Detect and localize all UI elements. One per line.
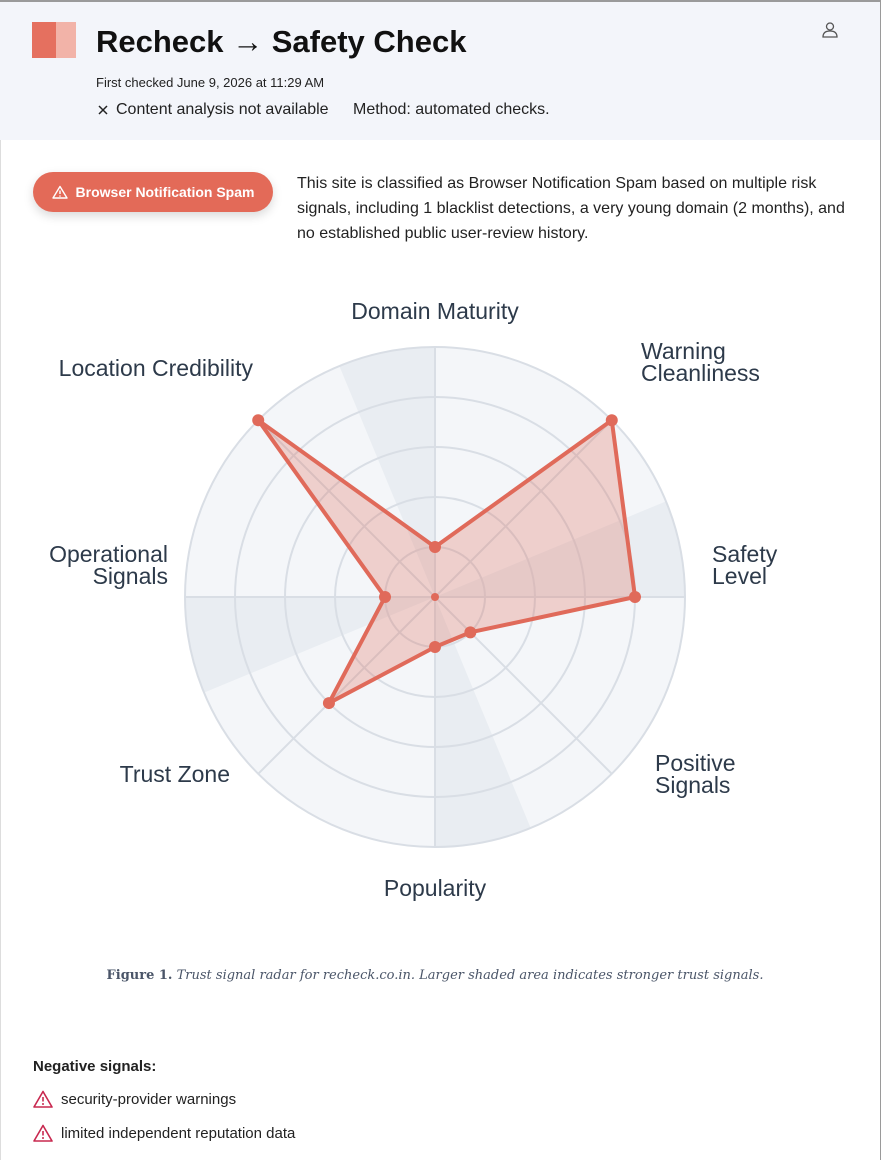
axis-label: Location Credibility — [58, 355, 253, 381]
radar-point — [379, 591, 391, 603]
center-dot — [431, 593, 439, 601]
axis-label: Popularity — [383, 875, 487, 901]
warning-icon — [33, 1090, 53, 1108]
radar-point — [322, 697, 335, 710]
user-icon[interactable] — [820, 20, 840, 40]
close-icon — [98, 105, 108, 115]
radar-point — [429, 541, 441, 553]
method: Method: automated checks. — [353, 101, 550, 118]
caption-text: Trust signal radar for recheck.co.in. La… — [176, 968, 764, 983]
warning-icon — [33, 1124, 53, 1142]
status-badge[interactable]: Browser Notification Spam — [33, 172, 273, 212]
axis-label: Operational Signals — [49, 541, 168, 589]
negative-item: security-provider warnings — [33, 1090, 236, 1108]
radar-point — [464, 626, 477, 639]
negative-text: security-provider warnings — [61, 1090, 237, 1108]
radar-point — [605, 414, 618, 427]
axis-label: Positive Signals — [655, 750, 736, 798]
radar-point — [629, 591, 641, 603]
page-title: Recheck → Safety Check — [96, 24, 467, 59]
axis-label: Trust Zone — [119, 761, 230, 787]
summary: This site is classified as Browser Notif… — [297, 175, 845, 242]
figure-caption: Figure 1. Trust signal radar for recheck… — [0, 968, 870, 983]
first-checked: First checked June 9, 2026 at 11:29 AM — [96, 75, 325, 90]
axis-line — [434, 419, 613, 598]
negative-text: limited independent reputation data — [61, 1124, 296, 1142]
site-icon — [32, 22, 76, 58]
radar-point — [429, 641, 441, 653]
badge-text: Browser Notification Spam — [75, 184, 255, 200]
axis-label: Domain Maturity — [351, 298, 519, 324]
warning-icon — [51, 185, 68, 199]
radar-chart — [184, 346, 686, 848]
axis-line — [257, 419, 436, 598]
axis-label: Warning Cleanliness — [641, 338, 760, 386]
axis-line — [434, 596, 613, 775]
header — [0, 0, 880, 140]
caption-label: Figure 1. — [106, 968, 173, 983]
radar-point — [252, 414, 265, 427]
negative-item: limited independent reputation data — [33, 1124, 295, 1142]
axis-label: Safety Level — [712, 541, 778, 589]
negative-heading: Negative signals: — [33, 1058, 157, 1075]
content-analysis: Content analysis not available — [116, 101, 329, 118]
axis-line — [257, 596, 436, 775]
